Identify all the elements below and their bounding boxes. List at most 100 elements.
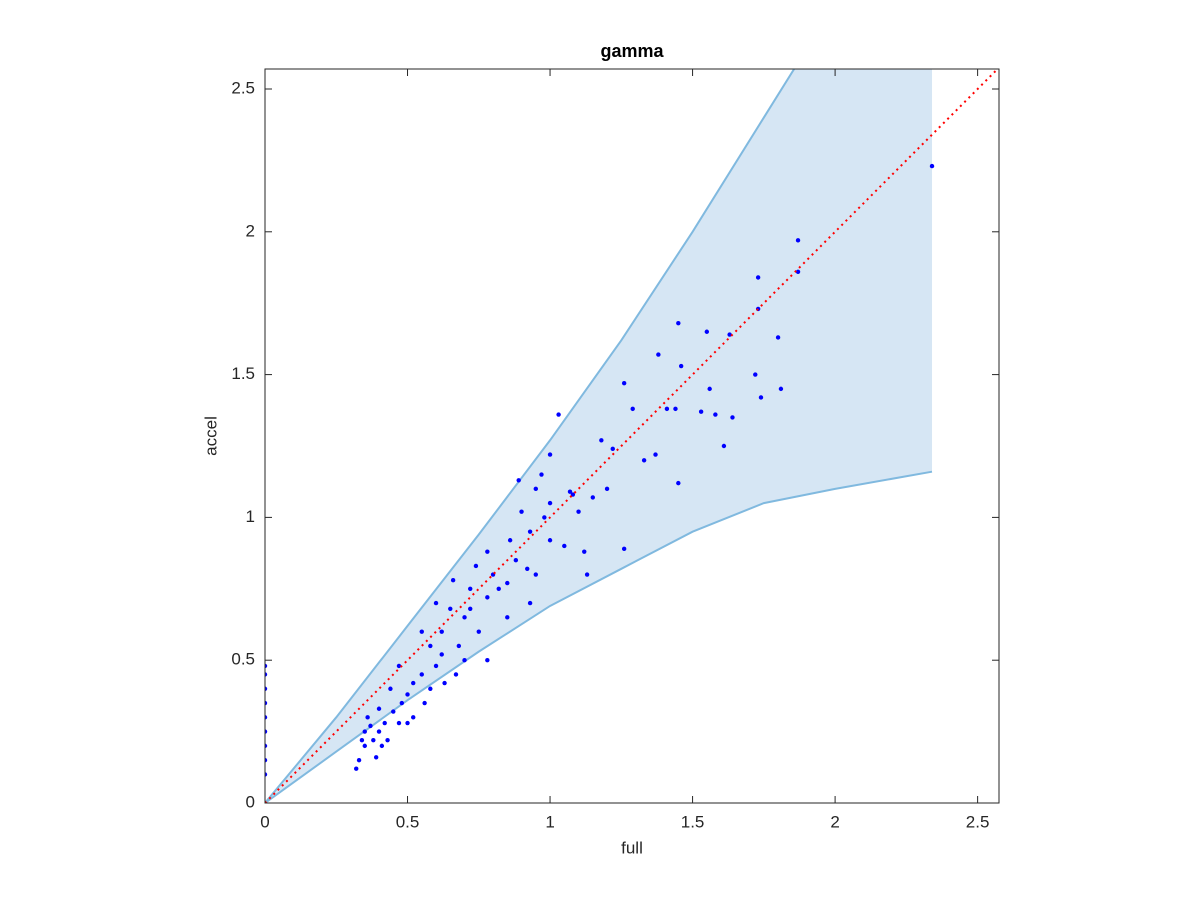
scatter-point	[396, 720, 402, 726]
scatter-point	[453, 672, 459, 677]
scatter-point	[656, 352, 661, 357]
scatter-point	[753, 372, 758, 377]
y-tick-label: 2	[246, 221, 255, 240]
scatter-point	[265, 700, 268, 706]
band-edge	[265, 69, 796, 803]
scatter-point	[641, 458, 647, 463]
scatter-point	[496, 586, 501, 591]
scatter-point	[265, 729, 268, 734]
scatter-point	[621, 380, 627, 386]
scatter-point	[422, 700, 427, 706]
scatter-point	[376, 729, 382, 734]
x-tick-label: 2	[830, 812, 839, 831]
scatter-point	[379, 743, 385, 749]
scatter-point	[365, 715, 370, 720]
scatter-point	[485, 657, 490, 663]
scatter-point	[373, 755, 379, 760]
x-tick-label: 1	[545, 812, 554, 831]
scatter-point	[265, 757, 268, 763]
y-tick-label: 1	[246, 507, 255, 526]
y-tick-label: 0	[246, 792, 255, 811]
scatter-point	[570, 492, 576, 497]
scatter-point	[411, 680, 416, 686]
scatter-point	[795, 269, 801, 274]
scatter-point	[485, 549, 490, 554]
scatter-point	[698, 409, 704, 414]
scatter-point	[664, 406, 670, 412]
scatter-point	[582, 549, 587, 554]
scatter-point	[362, 743, 367, 749]
scatter-point	[433, 600, 439, 606]
scatter-point	[473, 563, 479, 569]
y-tick-label: 2.5	[231, 78, 255, 97]
y-tick-label: 1.5	[231, 364, 255, 383]
scatter-point	[505, 580, 510, 586]
scatter-point	[556, 412, 561, 417]
scatter-point	[505, 615, 510, 620]
scatter-point	[265, 663, 268, 669]
reference-line	[265, 69, 999, 803]
scatter-point	[713, 412, 718, 417]
scatter-point	[547, 538, 553, 543]
scatter-point	[576, 509, 581, 514]
scatter-point	[485, 595, 490, 600]
scatter-point	[442, 680, 447, 686]
scatter-point	[382, 720, 387, 726]
scatter-point	[356, 757, 362, 763]
scatter-point	[795, 238, 801, 243]
scatter-point	[359, 737, 365, 743]
scatter-point	[707, 386, 712, 392]
scatter-point	[704, 329, 710, 334]
scatter-point	[727, 332, 732, 337]
scatter-point	[730, 415, 735, 420]
scatter-point	[778, 386, 784, 392]
plot-area	[265, 69, 999, 803]
scatter-point	[462, 657, 467, 663]
scatter-point	[758, 395, 764, 400]
scatter-point	[584, 572, 590, 577]
scatter-point	[630, 406, 635, 412]
scatter-point	[516, 478, 521, 483]
scatter-point	[533, 486, 538, 492]
scatter-point	[562, 543, 567, 549]
scatter-point	[368, 723, 373, 729]
scatter-point	[533, 572, 538, 577]
y-axis-label: accel	[201, 416, 220, 456]
scatter-point	[462, 615, 467, 620]
x-tick-label: 1.5	[681, 812, 705, 831]
scatter-point	[519, 509, 524, 514]
scatter-point	[371, 737, 376, 743]
x-axis-label: full	[621, 838, 643, 857]
scatter-point	[419, 672, 424, 677]
scatter-point	[391, 709, 396, 714]
scatter-point	[439, 629, 444, 634]
scatter-point	[755, 306, 761, 312]
scatter-point	[678, 363, 684, 369]
scatter-point	[396, 663, 402, 669]
scatter-point	[265, 772, 268, 777]
scatter-point	[673, 406, 678, 412]
scatter-point	[428, 643, 433, 649]
scatter-point	[676, 320, 681, 326]
scatter-point	[599, 438, 604, 443]
y-tick-label: 0.5	[231, 650, 255, 669]
scatter-point	[468, 606, 473, 611]
scatter-point	[265, 743, 268, 749]
scatter-point	[376, 706, 382, 711]
scatter-point	[354, 766, 359, 771]
scatter-point	[405, 720, 410, 726]
scatter-point	[547, 452, 553, 457]
scatter-point	[929, 163, 935, 169]
scatter-point	[610, 446, 615, 452]
axes-box	[264, 68, 1000, 804]
scatter-point	[456, 643, 462, 649]
scatter-point	[428, 686, 433, 691]
scatter-point	[775, 335, 781, 340]
scatter-point	[439, 652, 444, 657]
x-tick-label: 0	[260, 812, 269, 831]
scatter-point	[547, 500, 553, 506]
scatter-point	[525, 566, 530, 572]
scatter-point	[604, 486, 610, 492]
scatter-point	[448, 606, 453, 611]
